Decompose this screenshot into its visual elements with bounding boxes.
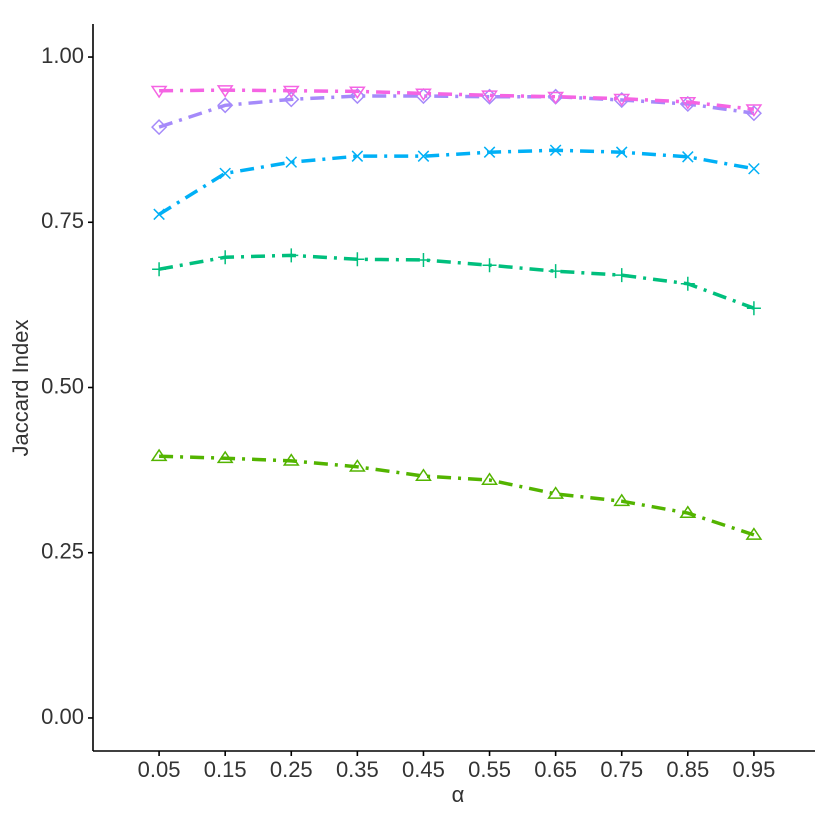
point-marker: [745, 104, 763, 117]
point-marker: [614, 268, 629, 283]
x-tick-label: 0.75: [600, 757, 643, 782]
point-marker: [349, 87, 366, 105]
x-tick-label: 0.95: [732, 757, 775, 782]
point-marker: [746, 301, 761, 316]
y-tick-label: 1.00: [41, 43, 84, 68]
series-line: [158, 94, 755, 129]
point-marker: [150, 448, 168, 462]
point-marker: [483, 146, 496, 158]
point-marker: [284, 248, 299, 263]
point-marker: [151, 119, 168, 136]
point-marker: [547, 486, 565, 499]
point-marker: [417, 150, 430, 162]
point-marker: [682, 151, 694, 163]
point-marker: [219, 167, 231, 180]
point-marker: [283, 91, 300, 108]
x-tick-label: 0.05: [138, 757, 181, 782]
x-tick-label: 0.35: [336, 757, 379, 782]
x-tick-label: 0.85: [666, 757, 709, 782]
point-marker: [282, 85, 300, 99]
point-marker: [416, 252, 431, 267]
point-marker: [615, 146, 628, 158]
point-marker: [745, 527, 763, 540]
point-marker: [680, 276, 695, 291]
x-tick-label: 0.25: [270, 757, 313, 782]
point-marker: [216, 85, 234, 98]
x-axis-title: α: [452, 782, 465, 807]
series-line: [159, 454, 755, 537]
y-tick-label: 0.00: [41, 704, 84, 729]
point-marker: [481, 472, 498, 485]
point-marker: [153, 208, 165, 221]
point-marker: [218, 250, 233, 265]
point-marker: [679, 505, 697, 519]
point-marker: [217, 97, 234, 114]
y-tick-label: 0.50: [41, 373, 84, 398]
point-marker: [351, 150, 364, 162]
point-marker: [482, 258, 497, 273]
point-marker: [679, 97, 697, 110]
point-marker: [549, 144, 562, 157]
series-line: [158, 148, 755, 216]
series-line: [159, 88, 755, 111]
x-tick-label: 0.45: [402, 757, 445, 782]
point-marker: [613, 493, 631, 507]
point-marker: [350, 252, 365, 267]
point-marker: [481, 90, 498, 104]
x-tick-label: 0.55: [468, 757, 511, 782]
y-axis-title: Jaccard Index: [8, 320, 33, 457]
point-marker: [745, 105, 762, 122]
point-marker: [548, 264, 563, 279]
point-marker: [613, 93, 631, 107]
point-marker: [216, 450, 234, 464]
point-marker: [348, 459, 366, 472]
point-marker: [282, 453, 300, 466]
point-marker: [348, 86, 366, 100]
point-marker: [150, 85, 168, 99]
x-tick-label: 0.65: [534, 757, 577, 782]
point-marker: [547, 91, 565, 105]
point-marker: [415, 88, 432, 102]
point-marker: [285, 156, 298, 168]
point-marker: [748, 162, 760, 175]
y-tick-label: 0.75: [41, 208, 84, 233]
point-marker: [415, 468, 432, 482]
point-marker: [152, 262, 167, 277]
series-line: [158, 253, 755, 310]
x-tick-label: 0.15: [204, 757, 247, 782]
y-tick-label: 0.25: [41, 539, 84, 564]
